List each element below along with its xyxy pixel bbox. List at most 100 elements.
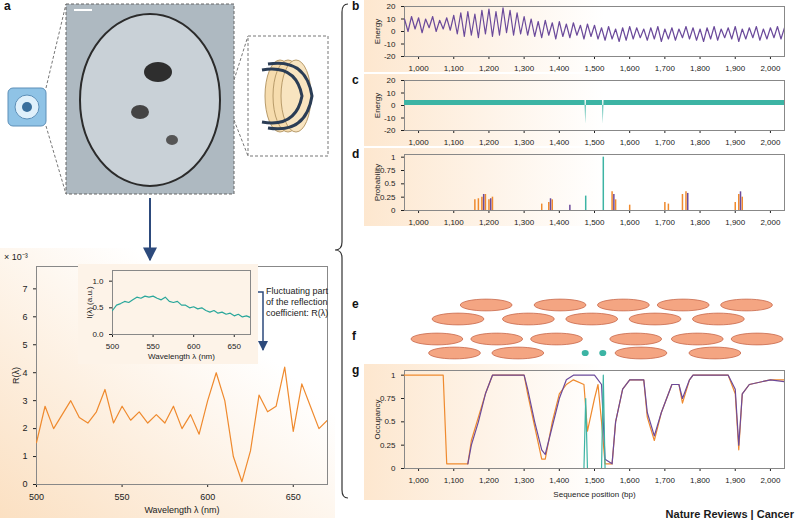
svg-text:2,000: 2,000: [760, 138, 781, 146]
svg-text:1,600: 1,600: [620, 64, 641, 72]
html-text:d: d: [352, 147, 360, 161]
svg-text:1,800: 1,800: [690, 64, 711, 72]
svg-text:0.5: 0.5: [92, 303, 104, 313]
svg-text:0: 0: [391, 27, 396, 36]
svg-text:1,700: 1,700: [655, 476, 676, 485]
svg-text:1,400: 1,400: [549, 218, 570, 226]
svg-text:1,900: 1,900: [725, 138, 746, 146]
svg-text:1,500: 1,500: [584, 64, 605, 72]
svg-text:Sequence position (bp): Sequence position (bp): [553, 490, 636, 499]
svg-text:3: 3: [22, 396, 27, 406]
svg-text:1.0: 1.0: [92, 277, 104, 286]
svg-text:2,000: 2,000: [760, 218, 781, 226]
svg-text:Energy: Energy: [373, 19, 382, 44]
svg-text:1,300: 1,300: [514, 138, 535, 146]
svg-text:7: 7: [22, 284, 27, 294]
svg-text:2,000: 2,000: [760, 64, 781, 72]
svg-text:1,800: 1,800: [690, 476, 711, 485]
svg-text:1,600: 1,600: [620, 476, 641, 485]
svg-text:650: 650: [228, 342, 242, 351]
svg-text:1,200: 1,200: [479, 64, 500, 72]
svg-text:0.25: 0.25: [380, 193, 396, 202]
svg-text:1,800: 1,800: [690, 218, 711, 226]
svg-text:600: 600: [187, 342, 201, 351]
svg-text:1,500: 1,500: [584, 218, 605, 226]
svg-text:-20: -20: [384, 52, 396, 61]
svg-text:1,400: 1,400: [549, 476, 570, 485]
svg-text:R(λ): R(λ): [11, 367, 21, 384]
svg-text:10: 10: [387, 15, 396, 24]
svg-text:1,900: 1,900: [725, 476, 746, 485]
svg-text:-10: -10: [384, 114, 396, 123]
svg-text:1,100: 1,100: [444, 476, 465, 485]
svg-text:Wavelength λ (nm): Wavelength λ (nm): [144, 505, 219, 515]
svg-text:1,000: 1,000: [409, 218, 430, 226]
html-text:Nature Reviews | Cancer: Nature Reviews | Cancer: [665, 508, 794, 520]
svg-text:4: 4: [22, 368, 27, 378]
svg-text:1,400: 1,400: [549, 64, 570, 72]
svg-text:500: 500: [29, 492, 44, 502]
svg-text:1: 1: [391, 153, 396, 162]
svg-text:600: 600: [200, 492, 215, 502]
svg-text:1,700: 1,700: [655, 64, 676, 72]
svg-text:5: 5: [22, 340, 27, 350]
svg-text:1,600: 1,600: [620, 138, 641, 146]
svg-text:-10: -10: [384, 40, 396, 49]
svg-text:2,000: 2,000: [760, 476, 781, 485]
svg-text:0.0: 0.0: [92, 330, 104, 339]
svg-text:0.75: 0.75: [380, 394, 396, 403]
svg-text:1,100: 1,100: [444, 138, 465, 146]
svg-text:Energy: Energy: [373, 93, 382, 118]
svg-text:500: 500: [106, 342, 120, 351]
svg-text:1,200: 1,200: [479, 218, 500, 226]
html-text:b: b: [352, 0, 360, 13]
svg-text:1,400: 1,400: [549, 138, 570, 146]
svg-text:1,100: 1,100: [444, 218, 465, 226]
svg-text:1,000: 1,000: [409, 138, 430, 146]
svg-text:1,000: 1,000: [409, 476, 430, 485]
svg-text:1,600: 1,600: [620, 218, 641, 226]
svg-text:1: 1: [22, 451, 27, 461]
svg-text:-20: -20: [384, 126, 396, 135]
svg-text:650: 650: [286, 492, 301, 502]
svg-text:0: 0: [391, 101, 396, 110]
svg-text:0: 0: [391, 464, 396, 473]
svg-text:1,800: 1,800: [690, 138, 711, 146]
svg-text:0: 0: [22, 479, 27, 489]
svg-text:Occupancy: Occupancy: [373, 399, 382, 439]
html-text:× 10⁻³: × 10⁻³: [4, 252, 28, 262]
svg-text:1,500: 1,500: [584, 138, 605, 146]
html-text:g: g: [352, 363, 360, 377]
svg-text:2: 2: [22, 423, 27, 433]
svg-text:20: 20: [387, 76, 396, 85]
svg-text:Wavelength λ (nm): Wavelength λ (nm): [148, 352, 215, 361]
svg-text:1,900: 1,900: [725, 64, 746, 72]
svg-text:Probability: Probability: [373, 164, 382, 201]
html-text:c: c: [352, 73, 359, 87]
svg-text:1,700: 1,700: [655, 218, 676, 226]
svg-text:0.25: 0.25: [380, 441, 396, 450]
svg-text:0: 0: [391, 206, 396, 215]
svg-text:1,100: 1,100: [444, 64, 465, 72]
svg-text:10: 10: [387, 89, 396, 98]
svg-text:0.75: 0.75: [380, 166, 396, 175]
html-text:a: a: [4, 0, 11, 13]
svg-text:550: 550: [146, 342, 160, 351]
svg-text:1,500: 1,500: [584, 476, 605, 485]
svg-text:1: 1: [391, 371, 396, 380]
svg-text:20: 20: [387, 2, 396, 11]
svg-text:1,700: 1,700: [655, 138, 676, 146]
svg-text:1,900: 1,900: [725, 218, 746, 226]
svg-text:1,200: 1,200: [479, 138, 500, 146]
svg-text:1,300: 1,300: [514, 218, 535, 226]
svg-text:550: 550: [115, 492, 130, 502]
svg-text:I(λ) (a.u.): I(λ) (a.u.): [85, 286, 94, 319]
svg-text:1,000: 1,000: [409, 64, 430, 72]
html-text:Fluctuating part of the reflec: Fluctuating part of the reflection coeff…: [266, 286, 329, 318]
svg-text:0.5: 0.5: [384, 179, 396, 188]
svg-text:6: 6: [22, 312, 27, 322]
svg-text:0.5: 0.5: [384, 417, 396, 426]
svg-text:1,300: 1,300: [514, 64, 535, 72]
svg-text:1,300: 1,300: [514, 476, 535, 485]
svg-text:1,200: 1,200: [479, 476, 500, 485]
